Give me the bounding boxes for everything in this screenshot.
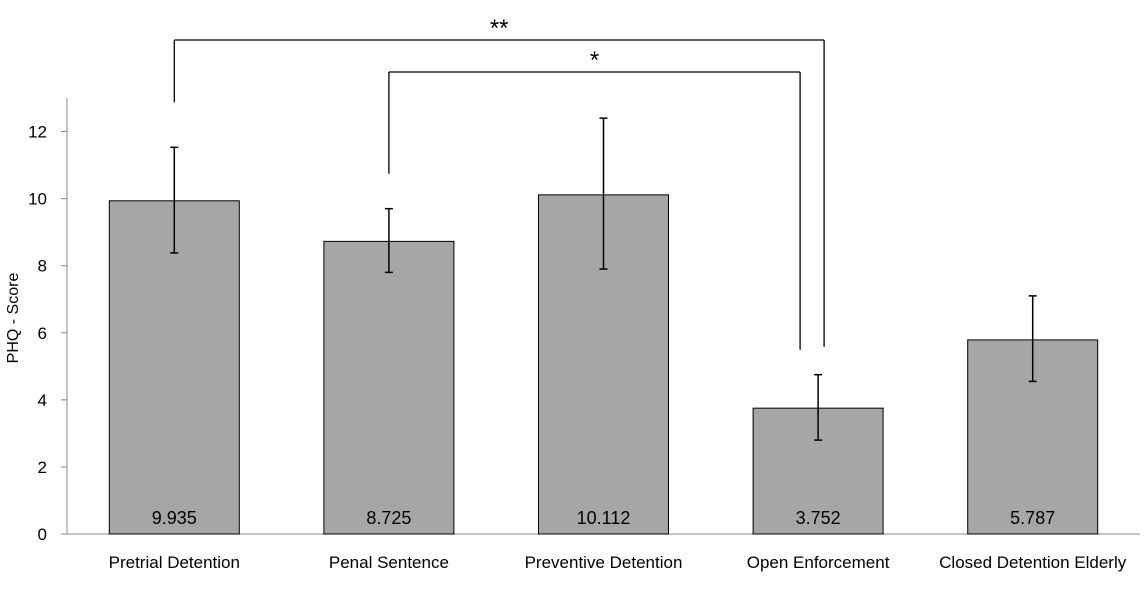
y-tick-label: 12 xyxy=(28,123,47,142)
y-tick-label: 4 xyxy=(38,391,47,410)
x-tick-label: Closed Detention Elderly xyxy=(939,553,1127,572)
bar-value-label: 5.787 xyxy=(1010,508,1055,528)
x-tick-label: Open Enforcement xyxy=(747,553,890,572)
chart-bars xyxy=(108,117,1099,535)
significance-label: ** xyxy=(490,15,509,42)
significance-brackets: *** xyxy=(173,15,825,350)
chart-axes: 0 2 4 6 8 10 12 xyxy=(28,98,1140,544)
y-tick-label: 2 xyxy=(38,458,47,477)
y-tick-label: 6 xyxy=(38,324,47,343)
x-tick-label: Penal Sentence xyxy=(329,553,449,572)
y-tick-label: 0 xyxy=(38,525,47,544)
chart-labels: 9.935 Pretrial Detention 8.725 Penal Senten… xyxy=(109,508,1127,572)
bar-value-label: 10.112 xyxy=(577,508,631,528)
bar-value-label: 8.725 xyxy=(366,508,411,528)
y-tick-label: 10 xyxy=(28,190,47,209)
significance-label: * xyxy=(590,47,599,74)
x-tick-label: Pretrial Detention xyxy=(109,553,240,572)
bar xyxy=(323,240,455,535)
bar-value-label: 9.935 xyxy=(152,508,197,528)
y-axis-title: PHQ - Score xyxy=(5,273,22,364)
bar xyxy=(108,200,240,535)
bar-value-label: 3.752 xyxy=(796,508,841,528)
y-tick-label: 8 xyxy=(38,257,47,276)
x-tick-label: Preventive Detention xyxy=(525,553,683,572)
